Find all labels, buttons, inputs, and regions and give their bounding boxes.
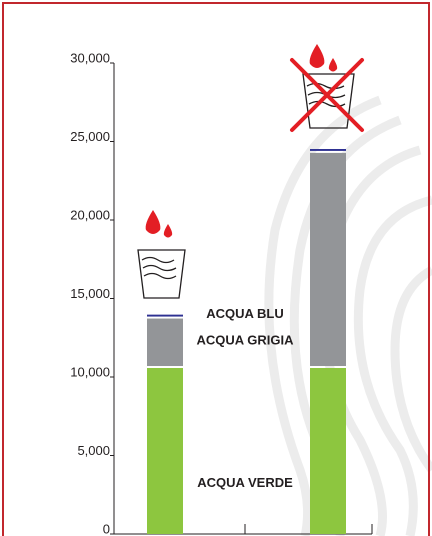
glass-icon [138,250,185,298]
bar-segment [310,153,346,366]
y-tick-label: 30,000 [70,50,110,65]
y-tick-label: 25,000 [70,129,110,144]
drop-icon [164,224,172,238]
chart: 0 5,000 10,000 15,000 20,000 25,000 30,000 ACQU… [0,0,432,536]
y-tick-label: 0 [103,521,110,536]
drop-icon [329,58,337,72]
drop-icon [310,44,325,68]
bar-segment [147,319,183,366]
series-label: ACQUA BLU [206,306,284,321]
y-tick-label: 20,000 [70,207,110,222]
fingerprint-background [269,100,432,536]
y-tick-label: 10,000 [70,364,110,379]
bar-segment [147,315,183,317]
series-label: ACQUA GRIGIA [196,333,294,348]
bar-segment [310,368,346,534]
bar-segment [147,368,183,534]
y-tick-label: 5,000 [77,443,110,458]
drop-icon [146,210,161,234]
bar-segment [310,149,346,151]
series-label: ACQUA VERDE [197,475,293,490]
y-tick-label: 15,000 [70,286,110,301]
